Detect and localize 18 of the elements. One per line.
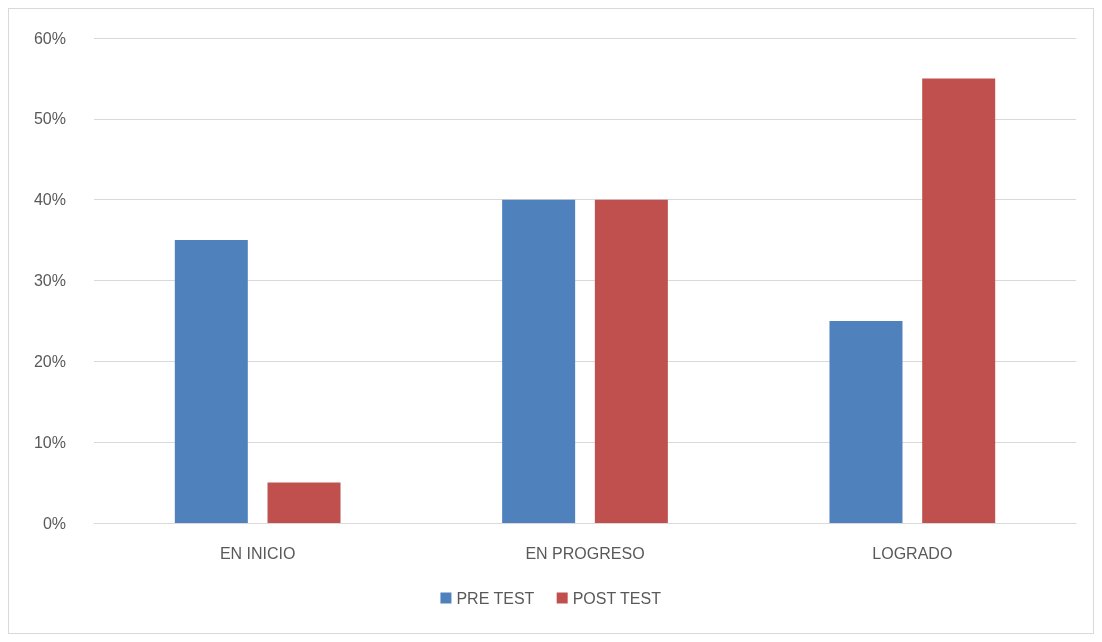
x-tick-label: EN INICIO <box>219 544 296 562</box>
y-tick-label: 10% <box>33 433 66 451</box>
y-tick-label: 0% <box>42 514 66 532</box>
bar <box>594 199 668 523</box>
x-tick-label: EN PROGRESO <box>525 544 645 562</box>
y-tick-label: 60% <box>33 29 66 47</box>
y-tick-label: 40% <box>33 191 66 209</box>
bar <box>502 199 576 523</box>
bar <box>174 240 248 523</box>
bar <box>267 482 341 523</box>
y-tick-label: 20% <box>33 352 66 370</box>
x-tick-label: LOGRADO <box>872 544 953 562</box>
legend-label: PRE TEST <box>456 589 535 607</box>
y-tick-label: 30% <box>33 272 66 289</box>
bar <box>922 78 996 523</box>
bar <box>829 320 903 523</box>
y-tick-label: 50% <box>33 110 66 128</box>
legend-label: POST TEST <box>572 589 662 607</box>
